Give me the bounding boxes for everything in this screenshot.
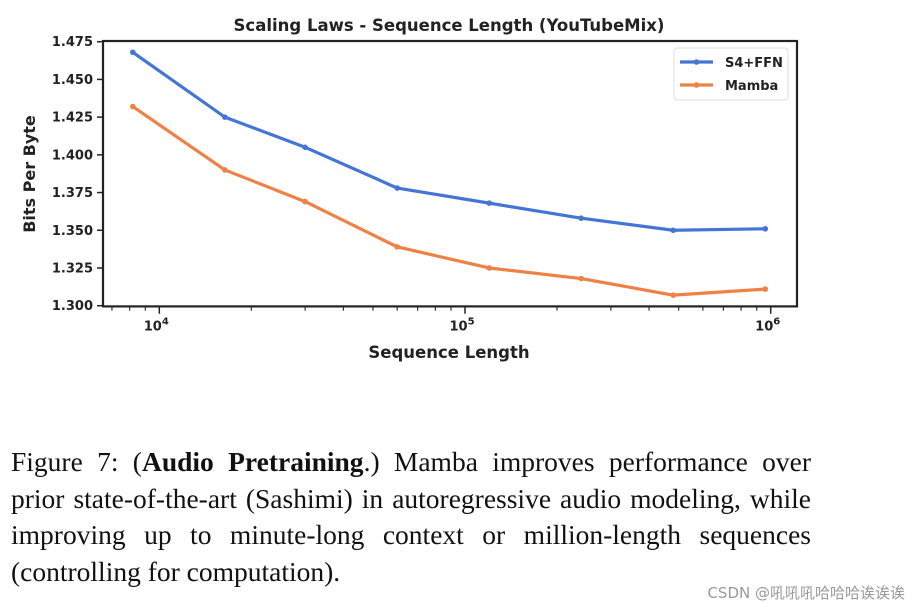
data-point <box>302 198 308 205</box>
data-point <box>222 167 228 173</box>
data-point <box>578 215 585 222</box>
data-point <box>486 265 493 271</box>
watermark: CSDN @吼吼吼哈哈哈诶诶诶 <box>707 584 905 602</box>
caption-prefix: Figure 7: ( <box>11 446 142 477</box>
data-point <box>130 49 136 56</box>
x-axis-label: Sequence Length <box>368 343 529 362</box>
y-tick-label: 1.475 <box>52 35 93 50</box>
caption-text: .) Mamba improves performance over prior… <box>11 446 811 587</box>
data-point <box>394 185 400 191</box>
data-point <box>670 227 677 234</box>
legend-marker <box>693 59 700 65</box>
data-point <box>394 244 400 250</box>
caption-bold: Audio Pretraining <box>141 446 364 477</box>
legend-label: Mamba <box>725 79 778 94</box>
series-s4-ffn <box>130 49 769 234</box>
legend: S4+FFN Mamba <box>673 47 789 101</box>
figure-caption: Figure 7: (Audio Pretraining.) Mamba imp… <box>11 444 811 590</box>
legend-marker <box>693 82 700 88</box>
data-point <box>578 275 585 282</box>
y-axis-label: Bits Per Byte <box>20 115 39 233</box>
series-mamba <box>130 103 769 298</box>
x-tick-label: 106 <box>755 317 780 335</box>
plot-frame <box>101 39 799 308</box>
y-tick-label: 1.450 <box>52 73 93 88</box>
data-point <box>130 103 136 110</box>
y-tick-label: 1.300 <box>52 299 93 314</box>
series-line <box>131 50 766 232</box>
data-point <box>670 292 677 298</box>
chart: Scaling Laws - Sequence Length (YouTubeM… <box>20 16 799 362</box>
data-point <box>762 286 769 292</box>
y-tick-label: 1.400 <box>52 148 93 163</box>
data-point <box>222 114 228 120</box>
x-tick-label: 105 <box>449 317 474 335</box>
y-tick-label: 1.425 <box>52 111 93 126</box>
data-point <box>486 200 493 206</box>
y-tick-label: 1.350 <box>52 224 93 239</box>
legend-label: S4+FFN <box>725 56 783 71</box>
series-line <box>131 105 766 297</box>
x-tick-label: 104 <box>144 317 169 335</box>
y-tick-label: 1.325 <box>52 261 93 276</box>
data-point <box>762 225 769 232</box>
data-point <box>302 144 308 151</box>
y-tick-label: 1.375 <box>52 186 93 201</box>
chart-title: Scaling Laws - Sequence Length (YouTubeM… <box>234 16 665 35</box>
